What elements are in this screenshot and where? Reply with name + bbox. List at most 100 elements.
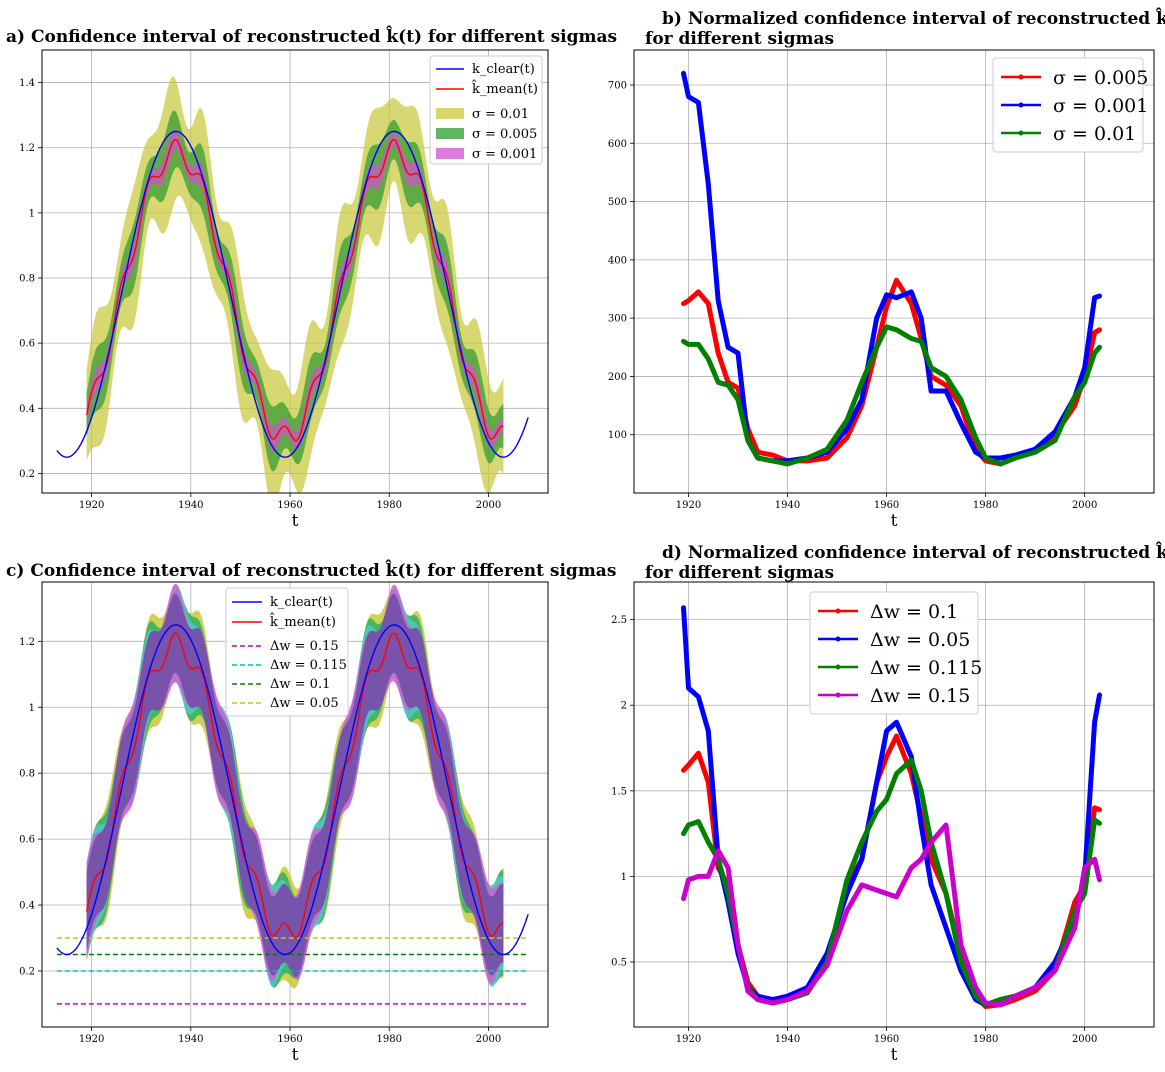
y-tick-label: 2.5: [611, 615, 627, 626]
x-tick-label: 1960: [874, 1034, 899, 1045]
y-tick-label: 1: [29, 208, 35, 219]
legend-label: σ = 0.001: [1053, 95, 1148, 117]
series-line: [681, 324, 1102, 467]
x-tick-label: 1920: [676, 1034, 701, 1045]
series-line: [681, 757, 1102, 1008]
y-tick-label: 2: [621, 701, 627, 712]
legend-label: Δw = 0.05: [270, 696, 339, 711]
chart-title: b) Normalized confidence interval of rec…: [662, 8, 1165, 29]
series-line: [681, 822, 1102, 1008]
legend-label: k̂_mean(t): [471, 79, 538, 97]
legend: [992, 57, 1144, 153]
y-tick-label: 0.8: [19, 769, 35, 780]
legend-marker: [1018, 130, 1024, 136]
y-tick-label: 0.4: [19, 404, 35, 415]
y-tick-label: 300: [608, 314, 627, 325]
x-tick-label: 2000: [1072, 1034, 1097, 1045]
legend-marker: [835, 664, 841, 670]
x-tick-label: 1920: [676, 500, 701, 511]
legend-marker: [835, 692, 841, 698]
series-line: [681, 733, 1102, 1009]
legend-label: k_clear(t): [270, 595, 333, 610]
legend-label: σ = 0.01: [1053, 123, 1136, 145]
axes-frame: [41, 581, 549, 1028]
legend-marker: [835, 608, 841, 614]
y-tick-label: 1: [29, 703, 35, 714]
panel-b: 1920 1940 1960 1980 2000 100 200 300 400 500 600 70…: [608, 8, 1165, 531]
y-tick-label: 0.5: [611, 957, 627, 968]
y-tick-label: 400: [608, 255, 627, 266]
y-tick-label: 0.6: [19, 835, 35, 846]
y-tick-label: 1: [621, 872, 627, 883]
x-tick-label: 1980: [973, 1034, 998, 1045]
series-line: [681, 70, 1102, 464]
legend-label: k̂_mean(t): [269, 612, 336, 630]
legend-label: σ = 0.005: [1053, 67, 1148, 89]
legend-marker: [1018, 102, 1024, 108]
legend-label: Δw = 0.115: [870, 657, 982, 679]
x-tick-label: 1940: [178, 500, 203, 511]
y-tick-label: 0.6: [19, 339, 35, 350]
x-axis-label: t: [891, 1045, 898, 1065]
x-tick-label: 1960: [277, 1034, 302, 1045]
legend-marker: [835, 636, 841, 642]
y-tick-label: 1.5: [611, 786, 627, 797]
axes-frame: [633, 581, 1155, 1028]
x-tick-label: 1960: [277, 500, 302, 511]
panel-d: 1920 1940 1960 1980 2000 0.5 1 1.5 2 2.5 d) Normal…: [611, 542, 1165, 1065]
x-tick-label: 1960: [874, 500, 899, 511]
x-tick-label: 1980: [973, 500, 998, 511]
chart-title: d) Normalized confidence interval of rec…: [662, 542, 1165, 563]
x-tick-label: 2000: [1072, 500, 1097, 511]
y-tick-label: 600: [608, 139, 627, 150]
legend-swatch: [436, 108, 464, 119]
legend-label: Δw = 0.1: [870, 601, 958, 623]
y-tick-label: 0.2: [19, 469, 35, 480]
series-line-kmean: [85, 632, 504, 939]
x-tick-label: 1940: [775, 1034, 800, 1045]
x-tick-label: 1920: [79, 500, 104, 511]
chart-title: c) Confidence interval of reconstructed …: [6, 560, 616, 581]
legend: [809, 591, 979, 715]
series-line-kclear: [56, 624, 529, 956]
legend-label: Δw = 0.15: [270, 639, 339, 654]
y-tick-label: 100: [608, 430, 627, 441]
x-tick-label: 1980: [377, 1034, 402, 1045]
confidence-band: [86, 593, 504, 978]
x-tick-label: 2000: [476, 1034, 501, 1045]
y-tick-label: 200: [608, 372, 627, 383]
legend-label: Δw = 0.115: [270, 658, 347, 673]
legend-swatch: [436, 128, 464, 139]
y-tick-label: 0.2: [19, 966, 35, 977]
x-tick-label: 1940: [775, 500, 800, 511]
panel-a: 1920 1940 1960 1980 2000 0.2 0.4 0.6 0.8 1 1.2 1.4 a…: [6, 26, 617, 531]
x-axis-label: t: [292, 1045, 299, 1065]
legend-marker: [1018, 74, 1024, 80]
legend-label: σ = 0.001: [472, 147, 537, 162]
y-tick-label: 0.4: [19, 901, 35, 912]
y-tick-label: 1.2: [19, 143, 35, 154]
x-tick-label: 2000: [476, 500, 501, 511]
legend-label: Δw = 0.05: [870, 629, 970, 651]
legend-label: σ = 0.01: [472, 107, 529, 122]
x-tick-label: 1980: [377, 500, 402, 511]
series-line-kclear: [56, 130, 529, 458]
legend-swatch: [436, 148, 464, 159]
legend-label: Δw = 0.1: [270, 677, 330, 692]
y-tick-label: 1.4: [19, 78, 35, 89]
chart-title-line2: for different sigmas: [645, 563, 834, 583]
y-tick-label: 500: [608, 197, 627, 208]
axes-frame: [633, 49, 1155, 494]
legend-label: k_clear(t): [472, 62, 535, 77]
series-line-kmean: [85, 138, 504, 442]
legend-label: Δw = 0.15: [870, 685, 970, 707]
x-tick-label: 1920: [79, 1034, 104, 1045]
chart-title: a) Confidence interval of reconstructed …: [6, 26, 617, 47]
axes-frame: [41, 49, 549, 494]
x-axis-label: t: [292, 511, 299, 531]
chart-title-line2: for different sigmas: [645, 29, 834, 49]
y-tick-label: 0.8: [19, 274, 35, 285]
panel-c: 1920 1940 1960 1980 2000 0.2 0.4 0.6 0.8 1 1.2 c) C…: [6, 560, 616, 1065]
y-tick-label: 700: [608, 80, 627, 91]
